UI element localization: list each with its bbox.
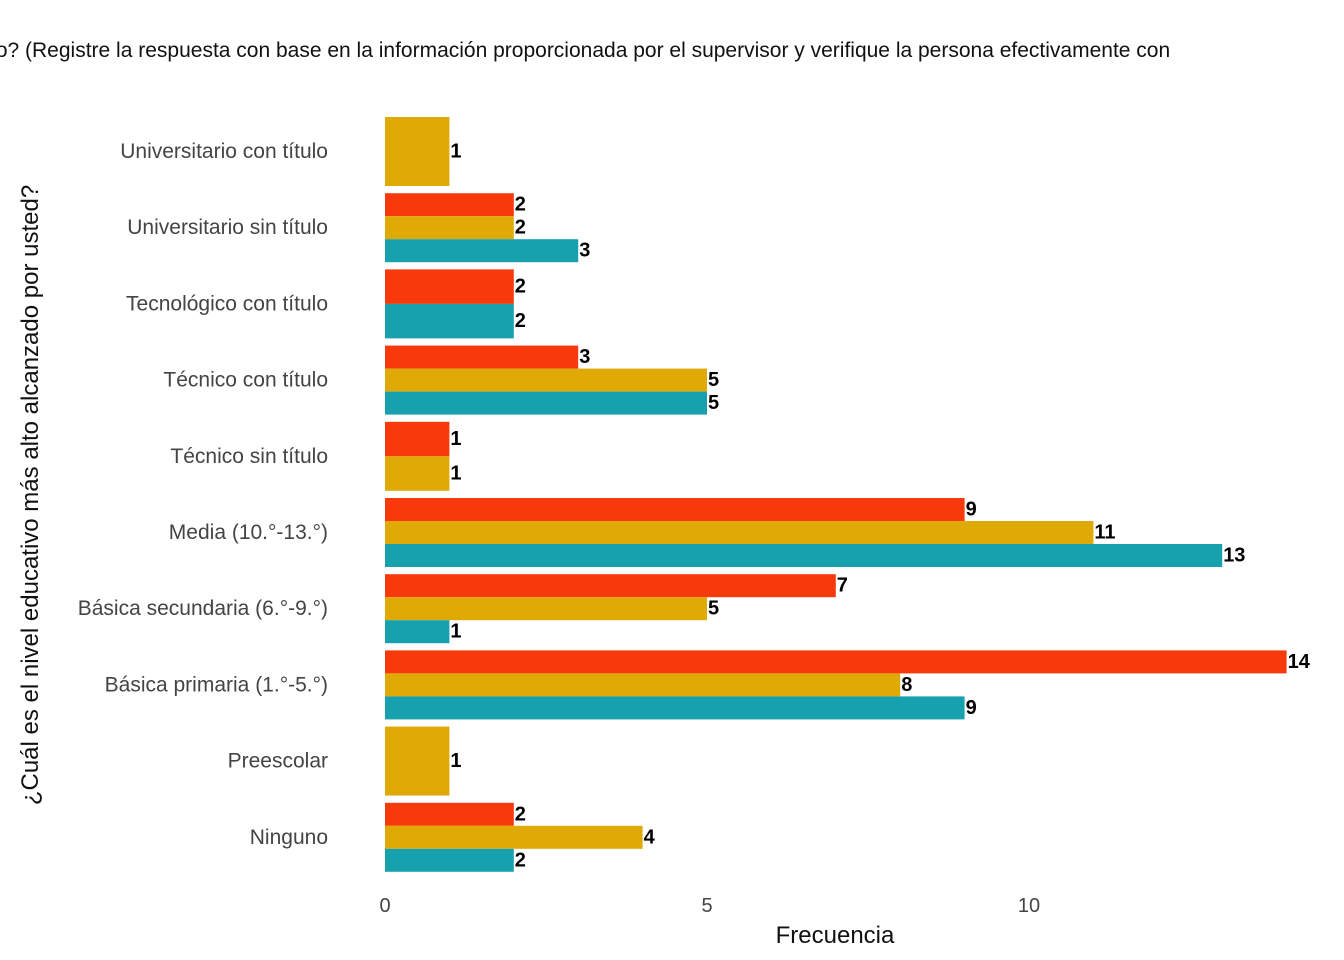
data-label-ninguno-series-3: 2 [515, 849, 526, 871]
bar-tecnologico-con-titulo-series-3 [385, 303, 514, 339]
x-axis-title: Frecuencia [776, 922, 895, 949]
data-label-preescolar-series-2: 1 [450, 750, 461, 772]
bar-media-10-13-series-3 [385, 544, 1223, 567]
category-label-tecnologico-con-titulo: Tecnológico con título [126, 292, 328, 315]
x-axis-ticks: 0 5 10 [379, 895, 1040, 917]
data-label-universitario-sin-titulo-series-1: 2 [515, 194, 526, 216]
y-axis-title: ¿Cuál es el nivel educativo más alto alc… [17, 185, 44, 805]
bar-basica-secundaria-6-9-series-2 [385, 597, 707, 621]
data-label-tecnico-sin-titulo-series-2: 1 [450, 463, 461, 485]
bar-universitario-sin-titulo-series-3 [385, 239, 579, 263]
data-label-tecnico-con-titulo-series-3: 5 [708, 392, 719, 414]
x-tick-label-5: 5 [701, 895, 712, 917]
data-label-media-10-13-series-3: 13 [1223, 545, 1245, 567]
category-label-universitario-con-titulo: Universitario con título [120, 140, 328, 163]
bar-universitario-con-titulo-series-2 [385, 117, 450, 186]
category-label-ninguno: Ninguno [250, 826, 328, 849]
data-label-universitario-sin-titulo-series-2: 2 [515, 217, 526, 239]
bar-tecnico-sin-titulo-series-1 [385, 421, 450, 457]
data-label-media-10-13-series-1: 9 [966, 499, 977, 521]
data-label-tecnico-sin-titulo-series-1: 1 [450, 428, 461, 450]
bar-universitario-sin-titulo-series-1 [385, 193, 514, 217]
data-label-tecnico-con-titulo-series-1: 3 [579, 346, 590, 368]
bar-tecnico-con-titulo-series-2 [385, 368, 707, 392]
data-label-ninguno-series-2: 4 [644, 826, 656, 848]
bar-universitario-sin-titulo-series-2 [385, 216, 514, 240]
category-label-media-10-13: Media (10.°-13.°) [169, 521, 328, 544]
bar-ninguno-series-2 [385, 825, 643, 849]
bar-media-10-13-series-1 [385, 498, 965, 521]
data-label-basica-secundaria-6-9-series-1: 7 [837, 575, 848, 597]
category-label-tecnico-sin-titulo: Técnico sin título [170, 445, 328, 468]
category-labels: Universitario con título Universitario si… [78, 140, 328, 849]
data-label-basica-secundaria-6-9-series-3: 1 [450, 621, 461, 643]
x-tick-label-10: 10 [1018, 895, 1040, 917]
bar-basica-secundaria-6-9-series-3 [385, 620, 450, 644]
category-label-basica-secundaria-6-9: Básica secundaria (6.°-9.°) [78, 597, 328, 620]
data-label-ninguno-series-1: 2 [515, 803, 526, 825]
data-label-media-10-13-series-2: 11 [1094, 522, 1115, 544]
chart-title: to? (Registre la respuesta con base en l… [0, 39, 1170, 62]
category-label-preescolar: Preescolar [228, 750, 328, 773]
category-label-tecnico-con-titulo: Técnico con título [163, 369, 328, 392]
bar-basica-primaria-1-5-series-2 [385, 673, 901, 697]
bar-basica-primaria-1-5-series-3 [385, 696, 965, 720]
bar-media-10-13-series-2 [385, 521, 1094, 544]
bar-ninguno-series-3 [385, 848, 514, 872]
bar-preescolar-series-2 [385, 726, 450, 796]
data-label-basica-secundaria-6-9-series-2: 5 [708, 598, 719, 620]
data-label-basica-primaria-1-5-series-1: 14 [1288, 651, 1311, 673]
data-label-tecnologico-con-titulo-series-1: 2 [515, 276, 526, 298]
data-label-universitario-con-titulo-series-2: 1 [450, 141, 461, 163]
bar-ninguno-series-1 [385, 802, 514, 826]
bar-basica-secundaria-6-9-series-1 [385, 574, 836, 598]
category-label-basica-primaria-1-5: Básica primaria (1.°-5.°) [105, 673, 328, 696]
bar-basica-primaria-1-5-series-1 [385, 650, 1287, 674]
bar-tecnologico-con-titulo-series-1 [385, 269, 514, 304]
bar-tecnico-sin-titulo-series-2 [385, 456, 450, 491]
data-label-tecnico-con-titulo-series-2: 5 [708, 369, 719, 391]
data-label-basica-primaria-1-5-series-3: 9 [966, 697, 977, 719]
category-label-universitario-sin-titulo: Universitario sin título [127, 216, 328, 239]
data-label-universitario-sin-titulo-series-3: 3 [579, 240, 590, 262]
data-label-basica-primaria-1-5-series-2: 8 [901, 674, 912, 696]
data-label-tecnologico-con-titulo-series-3: 2 [515, 310, 526, 332]
bar-tecnico-con-titulo-series-3 [385, 391, 707, 415]
x-tick-label-0: 0 [379, 895, 390, 917]
bar-tecnico-con-titulo-series-1 [385, 345, 579, 369]
